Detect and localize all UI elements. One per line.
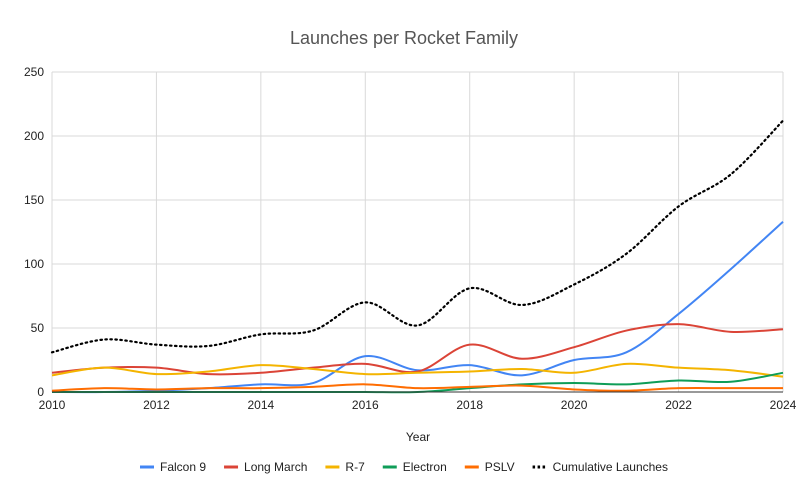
legend-label: Electron <box>403 460 447 474</box>
y-axis-ticks: 0 50 100 150 200 250 <box>24 65 44 399</box>
legend-label: Cumulative Launches <box>553 460 668 474</box>
x-tick-label: 2024 <box>770 398 797 412</box>
series-lines <box>50 119 785 394</box>
legend-label: PSLV <box>485 460 515 474</box>
x-axis-label: Year <box>406 430 430 444</box>
series-line-long-march <box>51 323 784 376</box>
series-line-cumulative-launches <box>50 119 785 354</box>
x-tick-label: 2016 <box>352 398 379 412</box>
legend: Falcon 9 Long March R-7 Electron PSLV Cumulat… <box>140 460 668 474</box>
series-line-pslv <box>51 383 784 392</box>
y-tick-label: 150 <box>24 193 44 207</box>
legend-label: Long March <box>244 460 307 474</box>
x-tick-label: 2020 <box>561 398 588 412</box>
legend-label: Falcon 9 <box>160 460 206 474</box>
x-tick-label: 2014 <box>248 398 275 412</box>
y-tick-label: 100 <box>24 257 44 271</box>
legend-item-falcon-9: Falcon 9 <box>140 460 206 474</box>
y-tick-label: 200 <box>24 129 44 143</box>
legend-item-r-7: R-7 <box>325 460 365 474</box>
x-tick-label: 2010 <box>39 398 66 412</box>
x-tick-label: 2012 <box>143 398 170 412</box>
chart-title: Launches per Rocket Family <box>290 28 518 48</box>
y-tick-label: 50 <box>31 321 45 335</box>
x-tick-label: 2022 <box>665 398 692 412</box>
legend-item-long-march: Long March <box>224 460 307 474</box>
legend-item-cumulative-launches: Cumulative Launches <box>532 460 668 474</box>
x-tick-label: 2018 <box>456 398 483 412</box>
legend-label: R-7 <box>345 460 365 474</box>
x-axis-ticks: 2010 2012 2014 2016 2018 2020 2022 2024 <box>39 398 797 412</box>
gridlines <box>51 71 784 392</box>
y-tick-label: 250 <box>24 65 44 79</box>
legend-item-electron: Electron <box>382 460 447 474</box>
y-tick-label: 0 <box>37 385 44 399</box>
series-line-r-7 <box>51 362 784 378</box>
legend-item-pslv: PSLV <box>464 460 515 474</box>
